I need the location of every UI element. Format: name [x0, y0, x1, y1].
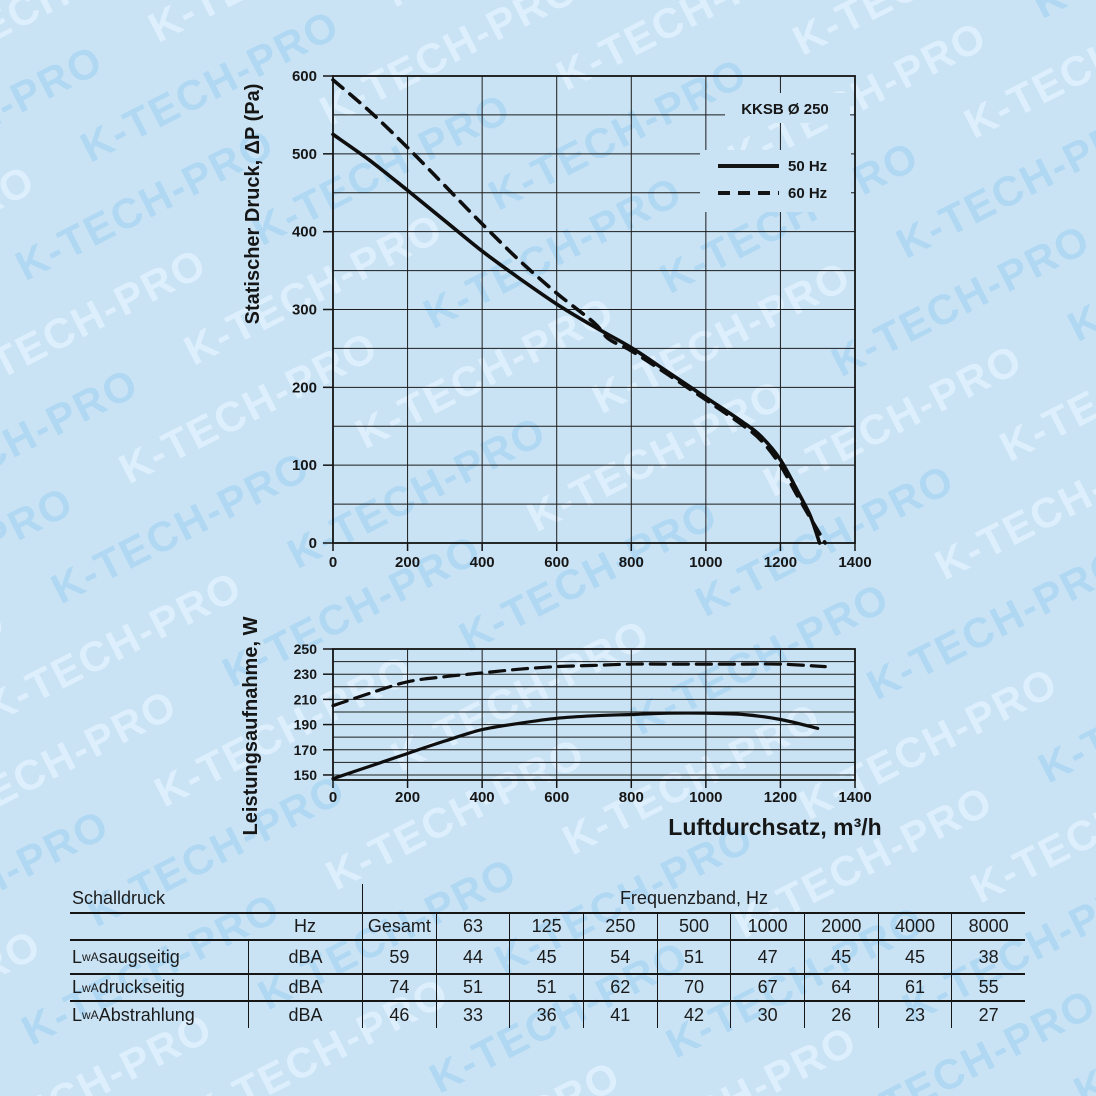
x-tick-label: 0 — [329, 789, 337, 806]
table-value-cell: 41 — [582, 1002, 657, 1028]
x-tick-label: 1200 — [764, 789, 797, 806]
table-value-cell: 74 — [362, 975, 436, 1002]
y-axis-title-power: Leistungsaufnahme, W — [240, 616, 262, 836]
table-value-cell: 55 — [951, 975, 1025, 1002]
table-column-header: 63 — [435, 914, 510, 941]
table-value-cell: 23 — [877, 1002, 952, 1028]
y-axis-title-pressure: Statischer Druck, ΔP (Pa) — [242, 83, 264, 325]
curve-50hz — [331, 132, 822, 545]
x-tick-label: 1400 — [838, 789, 871, 806]
legend-label: 60 Hz — [788, 185, 827, 202]
table-column-header: 8000 — [951, 914, 1025, 941]
x-axis-title-flow: Luftdurchsatz, m³/h — [668, 814, 882, 840]
curve-60hz — [331, 78, 827, 545]
table-value-cell: 45 — [877, 941, 952, 975]
y-tick-label: 400 — [292, 224, 317, 241]
table-empty-cell — [70, 914, 248, 941]
table-column-header: 125 — [509, 914, 583, 941]
table-value-cell: 30 — [730, 1002, 804, 1028]
table-value-cell: 33 — [435, 1002, 510, 1028]
y-tick-label: 170 — [294, 742, 318, 758]
y-tick-label: 100 — [292, 457, 317, 474]
y-tick-label: 600 — [292, 68, 317, 85]
table-value-cell: 27 — [951, 1002, 1025, 1028]
table-column-header: Gesamt — [362, 914, 436, 941]
table-value-cell: 51 — [509, 975, 583, 1002]
curve-60hz — [331, 662, 827, 708]
table-value-cell: 67 — [730, 975, 804, 1002]
x-tick-label: 400 — [470, 789, 495, 806]
table-value-cell: 62 — [582, 975, 657, 1002]
sound-pressure-table: Schalldruck Frequenzband, Hz Hz Gesamt 63 125… — [70, 884, 1025, 1028]
table-column-header: 500 — [656, 914, 731, 941]
table-unit-header: Hz — [248, 914, 362, 941]
x-tick-label: 600 — [544, 789, 569, 806]
y-tick-label: 500 — [292, 146, 317, 163]
x-tick-label: 200 — [395, 789, 420, 806]
table-corner-header: Schalldruck — [70, 884, 362, 914]
x-tick-label: 1200 — [764, 554, 797, 571]
legend-label: 50 Hz — [788, 158, 827, 175]
legend-backdrop — [700, 150, 851, 212]
table-value-cell: 42 — [656, 1002, 731, 1028]
power-flow-chart: 150 170 190 210 230 250 0 200 400 600 800 1000 1200 1… — [294, 641, 872, 806]
table-unit-cell: dBA — [248, 975, 362, 1002]
pressure-flow-chart: 0 100 200 300 400 500 600 0 200 400 600 800 1000 1200… — [292, 68, 872, 571]
legend-backdrop — [725, 93, 850, 123]
y-tick-label: 300 — [292, 302, 317, 319]
x-tick-label: 1000 — [689, 554, 722, 571]
curve-50hz — [331, 711, 820, 781]
x-tick-label: 400 — [470, 554, 495, 571]
table-column-header: 2000 — [803, 914, 878, 941]
y-tick-label: 200 — [292, 379, 317, 396]
x-tick-label: 800 — [619, 789, 644, 806]
table-value-cell: 47 — [730, 941, 804, 975]
x-tick-label: 1000 — [689, 789, 722, 806]
table-band-header: Frequenzband, Hz — [362, 884, 1025, 914]
table-value-cell: 61 — [877, 975, 952, 1002]
table-column-header: 4000 — [877, 914, 952, 941]
table-value-cell: 36 — [509, 1002, 583, 1028]
table-column-header: 250 — [582, 914, 657, 941]
y-tick-label: 190 — [294, 717, 318, 733]
legend-title: KKSB Ø 250 — [741, 101, 829, 118]
table-value-cell: 59 — [362, 941, 436, 975]
table-unit-cell: dBA — [248, 941, 362, 975]
table-value-cell: 44 — [435, 941, 510, 975]
x-tick-label: 0 — [329, 554, 337, 571]
x-tick-label: 200 — [395, 554, 420, 571]
table-value-cell: 54 — [582, 941, 657, 975]
x-tick-label: 800 — [619, 554, 644, 571]
x-tick-label: 600 — [544, 554, 569, 571]
y-tick-label: 250 — [294, 641, 318, 657]
table-value-cell: 70 — [656, 975, 731, 1002]
table-value-cell: 45 — [509, 941, 583, 975]
table-value-cell: 51 — [435, 975, 510, 1002]
table-value-cell: 26 — [803, 1002, 878, 1028]
y-tick-label: 150 — [294, 767, 318, 783]
table-unit-cell: dBA — [248, 1002, 362, 1028]
table-column-header: 1000 — [730, 914, 804, 941]
plot-border — [332, 648, 856, 781]
table-value-cell: 46 — [362, 1002, 436, 1028]
table-value-cell: 45 — [803, 941, 878, 975]
y-tick-label: 0 — [309, 535, 317, 552]
y-tick-label: 210 — [294, 691, 318, 707]
table-value-cell: 38 — [951, 941, 1025, 975]
y-tick-label: 230 — [294, 666, 318, 682]
x-tick-label: 1400 — [838, 554, 871, 571]
table-value-cell: 51 — [656, 941, 731, 975]
table-value-cell: 64 — [803, 975, 878, 1002]
